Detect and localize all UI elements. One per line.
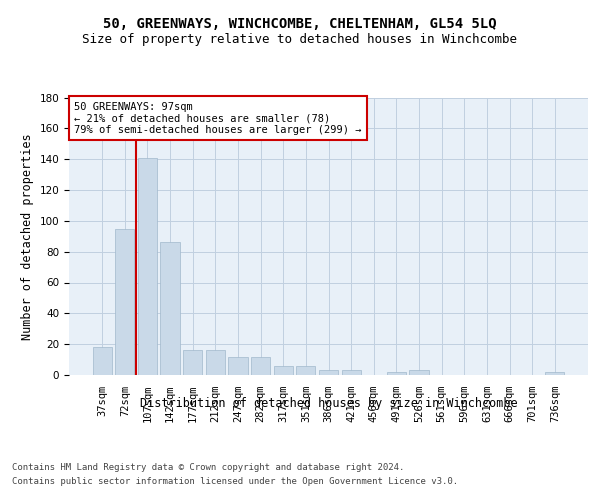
Bar: [229, 356, 248, 375]
Bar: [545, 372, 565, 375]
Bar: [138, 158, 157, 375]
Bar: [160, 242, 180, 375]
Text: Contains public sector information licensed under the Open Government Licence v3: Contains public sector information licen…: [12, 478, 458, 486]
Bar: [183, 350, 202, 375]
Bar: [296, 366, 316, 375]
Text: Contains HM Land Registry data © Crown copyright and database right 2024.: Contains HM Land Registry data © Crown c…: [12, 462, 404, 471]
Bar: [206, 350, 225, 375]
Text: Distribution of detached houses by size in Winchcombe: Distribution of detached houses by size …: [140, 398, 518, 410]
Bar: [409, 370, 428, 375]
Bar: [341, 370, 361, 375]
Bar: [274, 366, 293, 375]
Text: Size of property relative to detached houses in Winchcombe: Size of property relative to detached ho…: [83, 32, 517, 46]
Bar: [387, 372, 406, 375]
Bar: [115, 228, 134, 375]
Y-axis label: Number of detached properties: Number of detached properties: [21, 133, 34, 340]
Bar: [251, 356, 270, 375]
Text: 50 GREENWAYS: 97sqm
← 21% of detached houses are smaller (78)
79% of semi-detach: 50 GREENWAYS: 97sqm ← 21% of detached ho…: [74, 102, 362, 135]
Bar: [319, 370, 338, 375]
Text: 50, GREENWAYS, WINCHCOMBE, CHELTENHAM, GL54 5LQ: 50, GREENWAYS, WINCHCOMBE, CHELTENHAM, G…: [103, 18, 497, 32]
Bar: [92, 347, 112, 375]
